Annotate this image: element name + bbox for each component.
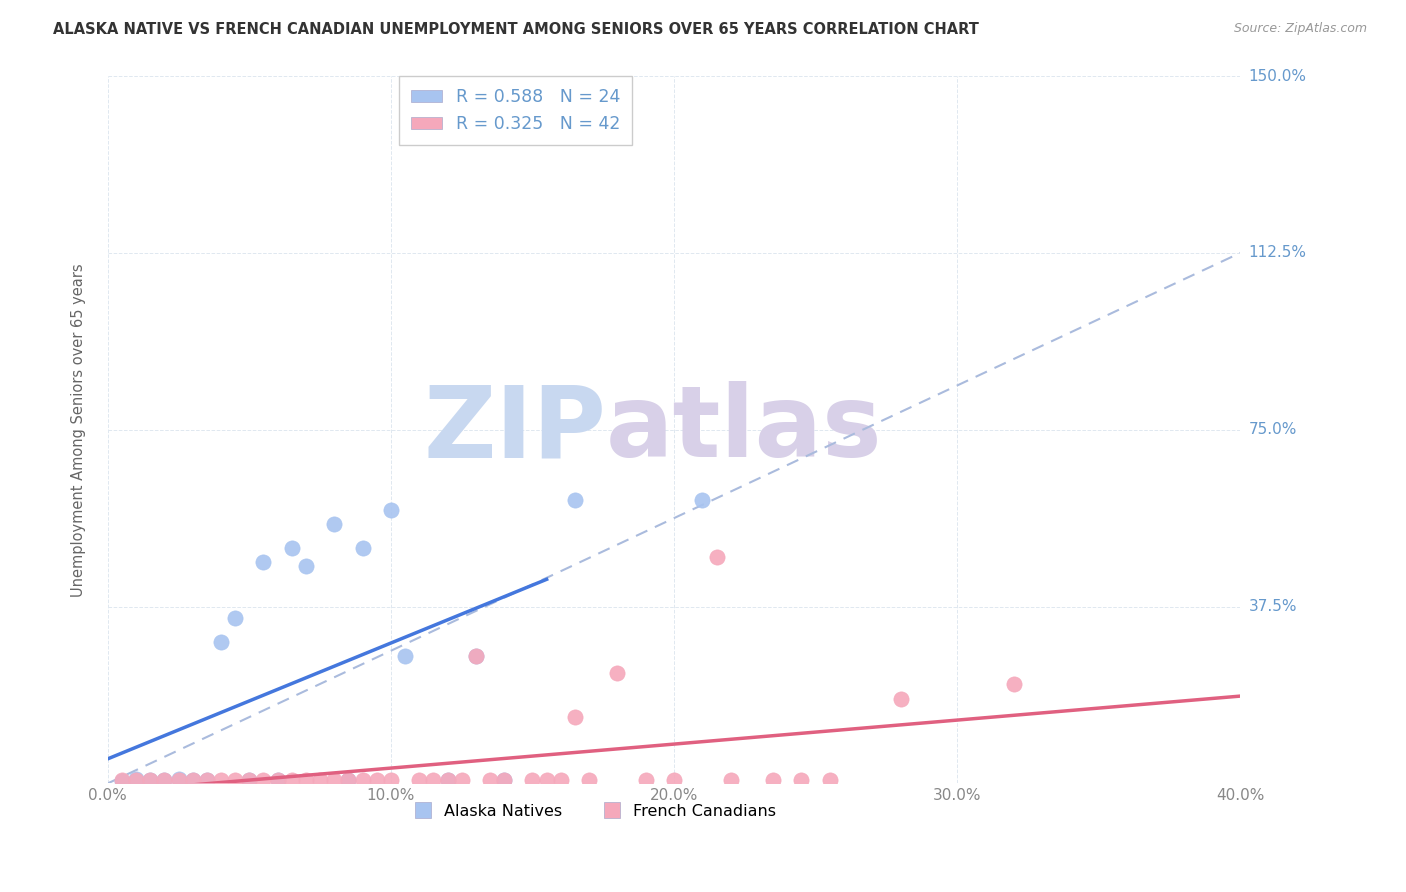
Point: [125, 772, 148, 787]
Point: [281, 772, 304, 787]
Point: [281, 541, 304, 555]
Legend: Alaska Natives, French Canadians: Alaska Natives, French Canadians: [408, 797, 782, 825]
Text: ALASKA NATIVE VS FRENCH CANADIAN UNEMPLOYMENT AMONG SENIORS OVER 65 YEARS CORREL: ALASKA NATIVE VS FRENCH CANADIAN UNEMPLO…: [53, 22, 980, 37]
Text: 75.0%: 75.0%: [1249, 422, 1296, 437]
Point: [662, 772, 685, 787]
Point: [323, 516, 346, 531]
Point: [167, 772, 190, 787]
Point: [337, 772, 360, 787]
Point: [494, 772, 516, 787]
Point: [238, 772, 260, 787]
Y-axis label: Unemployment Among Seniors over 65 years: Unemployment Among Seniors over 65 years: [72, 263, 86, 597]
Point: [139, 772, 162, 787]
Point: [578, 772, 600, 787]
Text: atlas: atlas: [606, 381, 883, 478]
Text: 37.5%: 37.5%: [1249, 599, 1298, 614]
Point: [111, 774, 134, 789]
Point: [337, 772, 360, 787]
Point: [436, 772, 458, 787]
Point: [380, 772, 402, 787]
Point: [153, 772, 176, 787]
Point: [352, 772, 374, 787]
Point: [479, 772, 502, 787]
Point: [181, 772, 204, 787]
Point: [564, 493, 586, 508]
Point: [125, 772, 148, 786]
Point: [139, 772, 162, 787]
Point: [408, 772, 430, 787]
Text: 112.5%: 112.5%: [1249, 245, 1306, 260]
Point: [494, 772, 516, 787]
Point: [352, 541, 374, 555]
Point: [209, 635, 232, 649]
Point: [266, 772, 288, 787]
Point: [890, 691, 912, 706]
Point: [536, 772, 558, 787]
Point: [818, 772, 841, 787]
Point: [252, 555, 274, 569]
Point: [464, 648, 486, 663]
Point: [522, 772, 544, 787]
Point: [323, 772, 346, 787]
Point: [634, 772, 657, 787]
Point: [380, 503, 402, 517]
Text: 150.0%: 150.0%: [1249, 69, 1306, 84]
Point: [720, 772, 742, 787]
Point: [153, 772, 176, 787]
Point: [238, 772, 260, 787]
Point: [1002, 677, 1025, 691]
Point: [181, 772, 204, 787]
Point: [706, 549, 728, 564]
Point: [606, 665, 628, 680]
Point: [295, 559, 318, 574]
Point: [224, 772, 246, 787]
Point: [762, 772, 785, 787]
Point: [550, 772, 572, 787]
Point: [295, 772, 318, 787]
Point: [464, 648, 486, 663]
Point: [366, 772, 388, 787]
Point: [195, 772, 218, 787]
Point: [436, 772, 458, 787]
Point: [790, 772, 813, 787]
Point: [167, 772, 190, 786]
Point: [692, 493, 714, 508]
Point: [111, 772, 134, 787]
Point: [224, 611, 246, 625]
Point: [209, 772, 232, 787]
Point: [266, 772, 288, 787]
Point: [422, 772, 444, 787]
Point: [252, 772, 274, 787]
Text: Source: ZipAtlas.com: Source: ZipAtlas.com: [1233, 22, 1367, 36]
Point: [309, 772, 332, 787]
Point: [195, 772, 218, 787]
Point: [450, 772, 472, 787]
Text: ZIP: ZIP: [423, 381, 606, 478]
Point: [564, 710, 586, 724]
Point: [394, 648, 416, 663]
